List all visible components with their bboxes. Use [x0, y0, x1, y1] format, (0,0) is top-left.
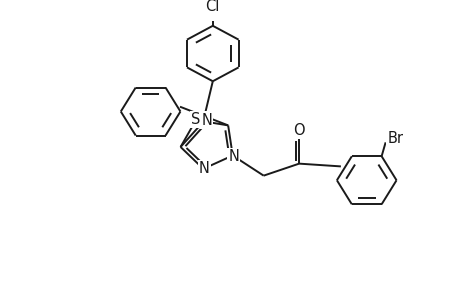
Text: N: N	[201, 112, 212, 128]
Text: S: S	[191, 112, 200, 127]
Text: O: O	[293, 123, 304, 138]
Text: N: N	[228, 149, 239, 164]
Text: Br: Br	[387, 131, 403, 146]
Text: Cl: Cl	[205, 0, 219, 14]
Text: N: N	[198, 161, 209, 176]
